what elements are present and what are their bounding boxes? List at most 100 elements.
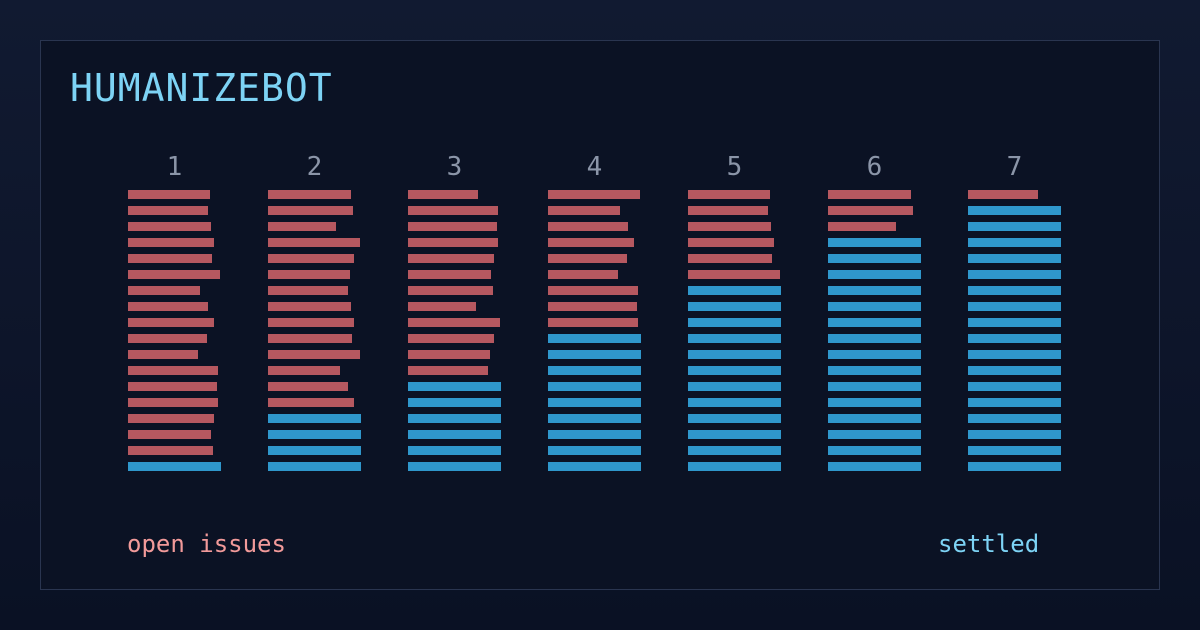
open-issue-bar xyxy=(548,270,618,279)
open-issue-bar xyxy=(408,254,494,263)
open-issue-bar xyxy=(408,350,490,359)
open-issue-bar xyxy=(408,286,493,295)
open-issue-bar xyxy=(268,222,336,231)
settled-bar xyxy=(688,366,781,375)
open-issue-bar xyxy=(828,206,913,215)
open-issue-bar xyxy=(408,206,498,215)
settled-bar xyxy=(548,462,641,471)
settled-bar xyxy=(968,366,1061,375)
settled-bar xyxy=(968,286,1061,295)
settled-bar xyxy=(828,462,921,471)
settled-bar xyxy=(968,350,1061,359)
settled-bar xyxy=(548,334,641,343)
settled-bar xyxy=(688,350,781,359)
open-issue-bar xyxy=(688,222,771,231)
open-issue-bar xyxy=(268,398,354,407)
legend-open-issues: open issues xyxy=(127,530,286,558)
settled-bar xyxy=(828,446,921,455)
settled-bar xyxy=(828,350,921,359)
settled-bar xyxy=(408,382,501,391)
open-issue-bar xyxy=(548,222,628,231)
column-label: 1 xyxy=(167,152,183,182)
settled-bar xyxy=(268,446,361,455)
settled-bar xyxy=(548,414,641,423)
open-issue-bar xyxy=(268,190,351,199)
open-issue-bar xyxy=(688,238,774,247)
settled-bar xyxy=(968,270,1061,279)
settled-bar xyxy=(268,414,361,423)
open-issue-bar xyxy=(128,206,208,215)
settled-bar xyxy=(828,254,921,263)
open-issue-bar xyxy=(128,382,217,391)
open-issue-bar xyxy=(128,302,208,311)
open-issue-bar xyxy=(548,190,640,199)
settled-bar xyxy=(968,318,1061,327)
open-issue-bar xyxy=(408,238,498,247)
settled-bar xyxy=(548,382,641,391)
settled-bar xyxy=(688,446,781,455)
settled-bar xyxy=(268,462,361,471)
open-issue-bar xyxy=(128,254,212,263)
settled-bar xyxy=(688,430,781,439)
open-issue-bar xyxy=(268,302,351,311)
open-issue-bar xyxy=(688,254,772,263)
open-issue-bar xyxy=(408,190,478,199)
settled-bar xyxy=(688,334,781,343)
open-issue-bar xyxy=(548,238,634,247)
chart-title: HUMANIZEBOT xyxy=(70,66,333,110)
settled-bar xyxy=(828,302,921,311)
settled-bar xyxy=(828,318,921,327)
settled-bar xyxy=(968,462,1061,471)
settled-bar xyxy=(408,430,501,439)
settled-bar xyxy=(548,446,641,455)
settled-bar xyxy=(688,382,781,391)
open-issue-bar xyxy=(128,286,200,295)
column-label: 5 xyxy=(727,152,743,182)
open-issue-bar xyxy=(268,286,348,295)
open-issue-bar xyxy=(128,190,210,199)
open-issue-bar xyxy=(128,366,218,375)
column-label: 4 xyxy=(587,152,603,182)
open-issue-bar xyxy=(268,382,348,391)
settled-bar xyxy=(688,286,781,295)
settled-bar xyxy=(968,254,1061,263)
open-issue-bar xyxy=(128,318,214,327)
legend-settled: settled xyxy=(938,530,1040,558)
open-issue-bar xyxy=(968,190,1038,199)
settled-bar xyxy=(968,398,1061,407)
open-issue-bar xyxy=(408,302,476,311)
open-issue-bar xyxy=(688,270,780,279)
column-label: 6 xyxy=(867,152,883,182)
settled-bar xyxy=(828,366,921,375)
column-label: 3 xyxy=(447,152,463,182)
open-issue-bar xyxy=(268,238,360,247)
settled-bar xyxy=(128,462,221,471)
settled-bar xyxy=(968,222,1061,231)
open-issue-bar xyxy=(408,270,491,279)
settled-bar xyxy=(688,398,781,407)
settled-bar xyxy=(408,462,501,471)
open-issue-bar xyxy=(128,238,214,247)
open-issue-bar xyxy=(408,334,494,343)
settled-bar xyxy=(828,286,921,295)
settled-bar xyxy=(408,446,501,455)
settled-bar xyxy=(968,414,1061,423)
settled-bar xyxy=(548,350,641,359)
settled-bar xyxy=(828,238,921,247)
column-label: 7 xyxy=(1007,152,1023,182)
open-issue-bar xyxy=(548,254,627,263)
settled-bar xyxy=(688,414,781,423)
settled-bar xyxy=(408,398,501,407)
settled-bar xyxy=(408,414,501,423)
open-issue-bar xyxy=(128,222,211,231)
settled-bar xyxy=(828,414,921,423)
column-label: 2 xyxy=(307,152,323,182)
open-issue-bar xyxy=(268,270,350,279)
settled-bar xyxy=(968,334,1061,343)
settled-bar xyxy=(688,462,781,471)
settled-bar xyxy=(688,318,781,327)
open-issue-bar xyxy=(128,398,218,407)
open-issue-bar xyxy=(268,318,354,327)
settled-bar xyxy=(968,302,1061,311)
